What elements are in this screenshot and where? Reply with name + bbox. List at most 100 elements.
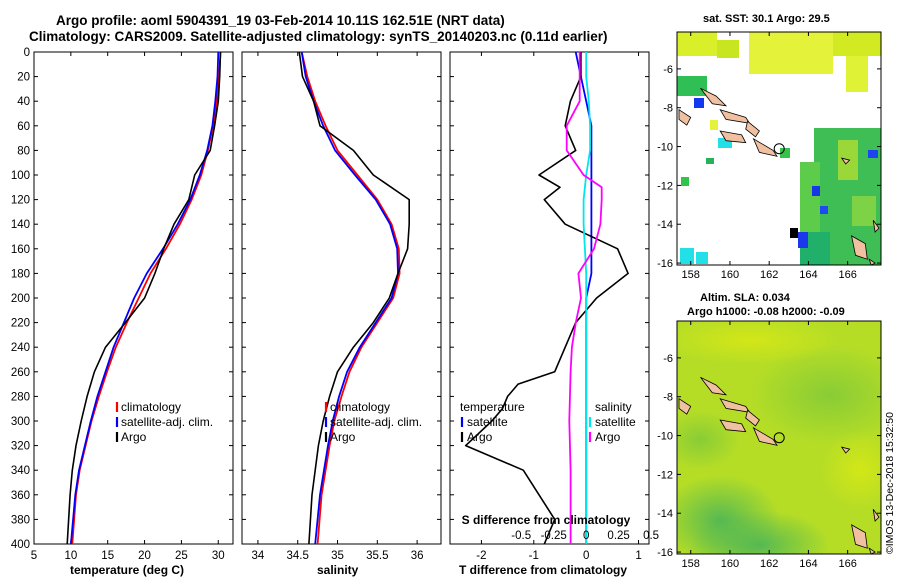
salinity-panel: 34 34.5 35 35.5 36 climatologysatellite-adj. … xyxy=(241,51,442,562)
x-tick-label: 35.5 xyxy=(366,550,388,562)
x-tick-label: 15 xyxy=(101,550,114,562)
legend-label: satellite-adj. clim. xyxy=(121,415,213,429)
sst-patch xyxy=(677,76,707,96)
map-x-tick-label: 164 xyxy=(799,558,817,570)
sst-patch xyxy=(696,252,708,264)
map-y-tick-label: -8 xyxy=(663,103,673,115)
sst-patch xyxy=(833,32,881,56)
series-group xyxy=(298,52,411,544)
series-line-satellite-adj-clim- xyxy=(70,52,220,544)
y-tick-label: 380 xyxy=(11,514,30,526)
island-shape xyxy=(752,137,778,157)
sla-map-title-line-1: Altim. SLA: 0.034 xyxy=(700,292,790,304)
x-tick-label: 35 xyxy=(331,550,344,562)
sla-patch xyxy=(750,345,881,445)
y-tick-label: 120 xyxy=(11,195,30,207)
map-x-tick-label: 162 xyxy=(760,558,778,570)
x-tick-label: 34.5 xyxy=(287,550,309,562)
sst-patch xyxy=(852,196,876,226)
x-tick-label: 1 xyxy=(635,550,641,562)
y-tick-label: 200 xyxy=(11,293,30,305)
island-shape xyxy=(868,258,876,266)
island-shape xyxy=(851,235,868,260)
legend-label: satellite xyxy=(467,415,508,429)
y-tick-label: 240 xyxy=(11,342,30,354)
legend-label: Argo xyxy=(121,430,147,444)
map-frame xyxy=(676,31,882,266)
sst-patch xyxy=(677,32,717,56)
series-line-s-argo xyxy=(565,52,603,544)
sst-patch xyxy=(780,148,790,158)
series-line-argo xyxy=(298,52,411,544)
island-shape xyxy=(719,419,747,433)
sst-patch xyxy=(680,248,694,264)
y-tick-label: 80 xyxy=(17,145,30,157)
map-y-tick-label: -10 xyxy=(657,142,673,154)
island-shape xyxy=(840,446,851,454)
legend-label: satellite xyxy=(595,415,636,429)
y-tick-label: 40 xyxy=(17,96,30,108)
sst-patch xyxy=(800,162,820,232)
map-x-tick-label: 166 xyxy=(838,558,856,570)
y-tick-label: 0 xyxy=(24,47,30,59)
series-group xyxy=(66,52,222,544)
x-tick-label: 30 xyxy=(212,550,225,562)
sla-patch xyxy=(820,430,881,510)
legend-label: Argo xyxy=(330,430,356,444)
island-shape xyxy=(872,509,880,522)
series-group xyxy=(464,52,629,544)
sst-patch xyxy=(846,56,868,92)
y-tick-label: 180 xyxy=(11,268,30,280)
y-tick-label: 160 xyxy=(11,244,30,256)
map-x-tick-label: 162 xyxy=(760,269,778,281)
sst-patch xyxy=(718,138,732,148)
island-shape xyxy=(752,426,778,446)
x-tick-label: -2 xyxy=(476,550,486,562)
map-y-tick-label: -12 xyxy=(657,469,673,481)
y-tick-label: 340 xyxy=(11,465,30,477)
s-tick-label: 0 xyxy=(583,530,589,542)
sst-patch xyxy=(706,158,714,164)
series-line-climatology xyxy=(300,52,401,544)
map-x-tick-label: 166 xyxy=(838,269,856,281)
island-shape xyxy=(700,87,728,107)
s-tick-label: 0.5 xyxy=(643,530,659,542)
legend-label: climatology xyxy=(330,400,390,414)
title-line-1: Argo profile: aoml 5904391_19 03-Feb-201… xyxy=(56,13,505,28)
profile-marker xyxy=(773,432,785,444)
y-tick-label: 100 xyxy=(11,170,30,182)
salinity-axis-label: salinity xyxy=(317,563,359,577)
sst-patch xyxy=(820,206,828,214)
plot-frame xyxy=(449,51,650,545)
x-tick-label: 5 xyxy=(31,550,37,562)
island-shape xyxy=(840,157,851,165)
x-tick-label: 34 xyxy=(252,550,265,562)
map-y-tick-label: -14 xyxy=(657,508,673,520)
s-difference-axis-label: S difference from climatology xyxy=(462,513,631,527)
sst-patch xyxy=(749,32,833,74)
map-y-tick-label: -14 xyxy=(657,219,673,231)
x-tick-label: -1 xyxy=(529,550,539,562)
sla-map: 158 160 162 164 166 -6 -8 -10 -12 -14 -16 xyxy=(657,320,882,570)
sst-map-title: sat. SST: 30.1 Argo: 29.5 xyxy=(703,13,830,25)
sst-patch xyxy=(710,120,718,130)
island-shape xyxy=(719,130,747,144)
sla-patch xyxy=(690,510,830,554)
x-tick-label: 20 xyxy=(138,550,151,562)
sst-patch xyxy=(790,228,798,238)
s-tick-label: 0.25 xyxy=(607,530,629,542)
temperature-axis-label: temperature (deg C) xyxy=(70,563,185,577)
island-shape xyxy=(678,397,692,415)
island-shape xyxy=(745,409,760,427)
map-x-tick-label: 160 xyxy=(721,558,739,570)
y-tick-label: 360 xyxy=(11,490,30,502)
sla-patch xyxy=(677,321,840,365)
map-x-tick-label: 158 xyxy=(682,269,700,281)
y-tick-label: 140 xyxy=(11,219,30,231)
map-y-tick-label: -10 xyxy=(657,431,673,443)
island-shape xyxy=(700,376,728,396)
legend-label: climatology xyxy=(121,400,181,414)
y-tick-label: 280 xyxy=(11,391,30,403)
y-tick-label: 60 xyxy=(17,121,30,133)
island-shape xyxy=(868,547,876,555)
